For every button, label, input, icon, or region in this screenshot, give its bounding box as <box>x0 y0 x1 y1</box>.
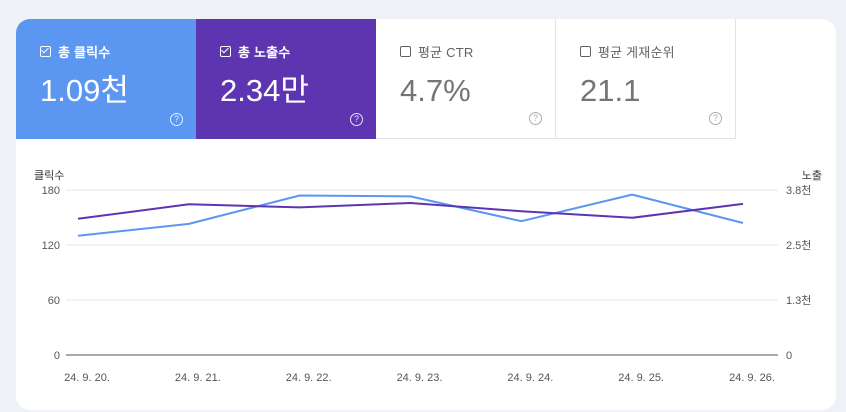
performance-card: 총 클릭수 1.09천 ? 총 노출수 2.34만 ? 평균 CTR 4.7% … <box>16 19 836 410</box>
left-tick-label: 60 <box>48 295 60 307</box>
metric-label: 평균 게재순위 <box>598 45 675 60</box>
right-tick-label: 0 <box>786 350 792 362</box>
metric-tabs: 총 클릭수 1.09천 ? 총 노출수 2.34만 ? 평균 CTR 4.7% … <box>16 19 736 139</box>
left-tick-label: 120 <box>42 240 60 252</box>
checkbox-checked-icon[interactable] <box>40 46 51 57</box>
series-line-impressions <box>77 202 744 220</box>
x-tick-label: 24. 9. 20. <box>64 372 110 384</box>
metric-value: 21.1 <box>580 73 641 108</box>
x-tick-label: 24. 9. 25. <box>618 372 664 384</box>
metric-average-position[interactable]: 평균 게재순위 21.1 ? <box>556 19 736 139</box>
metric-label: 총 클릭수 <box>58 45 111 60</box>
metric-head: 평균 게재순위 <box>580 42 675 61</box>
help-icon[interactable]: ? <box>170 113 183 126</box>
x-tick-label: 24. 9. 22. <box>286 372 332 384</box>
help-icon[interactable]: ? <box>350 113 363 126</box>
x-tick-label: 24. 9. 24. <box>507 372 553 384</box>
checkbox-unchecked-icon[interactable] <box>400 46 411 57</box>
metric-head: 평균 CTR <box>400 42 473 61</box>
metric-total-clicks[interactable]: 총 클릭수 1.09천 ? <box>16 19 196 139</box>
metric-total-impressions[interactable]: 총 노출수 2.34만 ? <box>196 19 376 139</box>
series-line-clicks <box>77 193 744 237</box>
right-tick-label: 2.5천 <box>786 238 811 252</box>
left-tick-label: 180 <box>42 185 60 197</box>
left-tick-label: 0 <box>54 350 60 362</box>
metric-head: 총 노출수 <box>220 42 290 61</box>
checkbox-unchecked-icon[interactable] <box>580 46 591 57</box>
right-axis-title: 노출 <box>801 170 822 182</box>
x-tick-label: 24. 9. 21. <box>175 372 221 384</box>
x-tick-label: 24. 9. 26. <box>729 372 775 384</box>
help-icon[interactable]: ? <box>529 112 542 125</box>
metric-value: 2.34만 <box>220 73 309 108</box>
right-tick-label: 1.3천 <box>786 293 811 307</box>
right-tick-label: 3.8천 <box>786 183 811 197</box>
performance-line-chart: 180 3.8천 120 2.5천 60 1.3천 0 0 24. 9. 20. 24. 9. 2… <box>42 183 812 384</box>
checkbox-checked-icon[interactable] <box>220 46 231 57</box>
metric-value: 1.09천 <box>40 73 129 108</box>
left-axis-title: 클릭수 <box>34 170 65 182</box>
metric-label: 총 노출수 <box>238 45 291 60</box>
metric-average-ctr[interactable]: 평균 CTR 4.7% ? <box>376 19 556 139</box>
help-icon[interactable]: ? <box>709 112 722 125</box>
metric-label: 평균 CTR <box>418 45 474 60</box>
x-tick-label: 24. 9. 23. <box>397 372 443 384</box>
metric-head: 총 클릭수 <box>40 42 110 61</box>
metric-value: 4.7% <box>400 73 471 108</box>
